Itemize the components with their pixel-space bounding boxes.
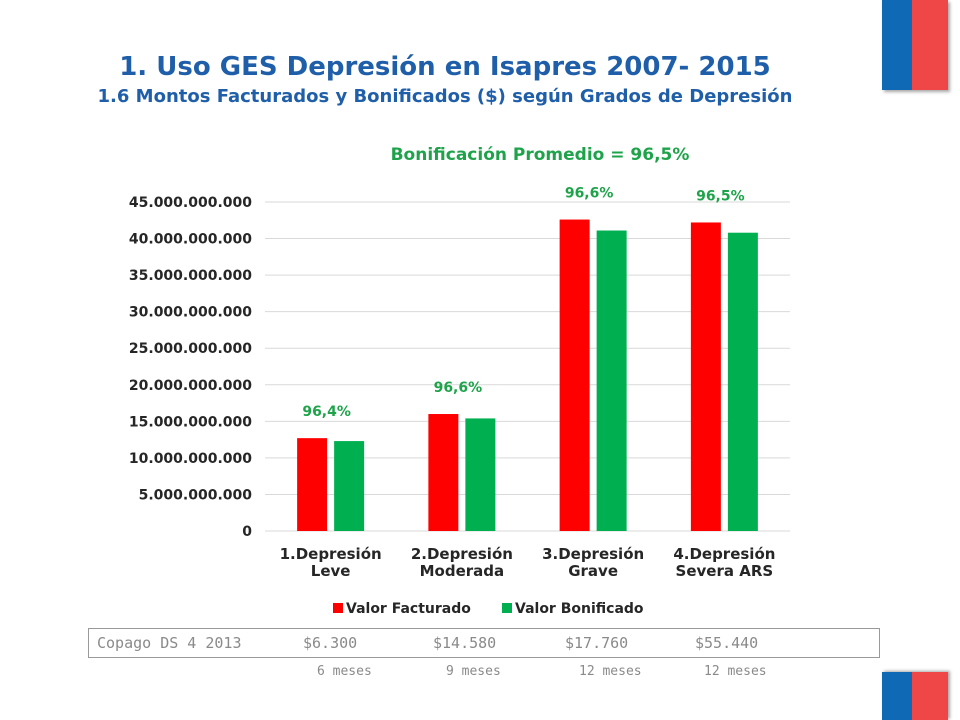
copago-value-leve: $6.300: [303, 634, 358, 652]
y-tick-label: 0: [242, 524, 252, 540]
legend-swatch: [333, 603, 343, 613]
bar-valor-bonificado: [465, 418, 496, 531]
bar-valor-bonificado: [727, 232, 758, 531]
legend-swatch: [502, 603, 512, 613]
y-tick-label: 40.000.000.000: [129, 232, 252, 248]
bonificacion-annotation: 96,4%: [302, 404, 351, 420]
flag-decoration-top: [882, 0, 948, 90]
page-subtitle: 1.6 Montos Facturados y Bonificados ($) …: [97, 86, 793, 107]
x-category-label: Grave: [568, 562, 618, 580]
bar-valor-facturado: [559, 219, 590, 531]
x-category-label: 2.Depresión: [411, 545, 513, 563]
x-category-label: 3.Depresión: [542, 545, 644, 563]
bonificacion-annotation: 96,6%: [565, 186, 614, 202]
bar-valor-facturado: [297, 438, 328, 531]
y-tick-label: 10.000.000.000: [129, 451, 252, 467]
bar-valor-facturado: [428, 414, 459, 531]
legend-label: Valor Bonificado: [515, 601, 644, 617]
flag-blue-stripe: [882, 672, 912, 720]
x-category-label: 1.Depresión: [280, 545, 382, 563]
copago-table: Copago DS 4 2013 $6.300 $14.580 $17.760 …: [88, 628, 880, 658]
page-title: 1. Uso GES Depresión en Isapres 2007- 20…: [119, 52, 771, 82]
x-category-label: Moderada: [420, 562, 505, 580]
copago-label: Copago DS 4 2013: [97, 634, 242, 652]
copago-value-grave: $17.760: [565, 634, 629, 652]
legend-label: Valor Facturado: [346, 601, 471, 617]
y-tick-label: 15.000.000.000: [129, 414, 252, 430]
x-category-label: Severa ARS: [676, 562, 774, 580]
y-tick-label: 25.000.000.000: [129, 341, 252, 357]
flag-red-stripe: [912, 672, 948, 720]
x-category-label: Leve: [311, 562, 351, 580]
period-leve: 6 meses: [317, 664, 372, 679]
bar-valor-facturado: [690, 222, 721, 531]
bar-valor-bonificado: [334, 441, 365, 531]
bar-valor-bonificado: [596, 230, 627, 531]
flag-decoration-bottom: [882, 672, 948, 720]
x-category-label: 4.Depresión: [673, 545, 775, 563]
y-tick-label: 30.000.000.000: [129, 305, 252, 321]
y-tick-label: 20.000.000.000: [129, 378, 252, 394]
bonificacion-annotation: 96,6%: [434, 380, 483, 396]
y-tick-label: 45.000.000.000: [129, 195, 252, 211]
y-tick-label: 35.000.000.000: [129, 268, 252, 284]
flag-red-stripe: [912, 0, 948, 90]
bonificacion-annotation: 96,5%: [696, 188, 745, 204]
flag-blue-stripe: [882, 0, 912, 90]
copago-value-moderada: $14.580: [433, 634, 497, 652]
period-moderada: 9 meses: [446, 664, 501, 679]
chart-title: Bonificación Promedio = 96,5%: [390, 145, 690, 165]
copago-value-severa: $55.440: [695, 634, 759, 652]
period-grave: 12 meses: [579, 664, 642, 679]
period-severa: 12 meses: [704, 664, 767, 679]
y-tick-label: 5.000.000.000: [139, 487, 253, 503]
